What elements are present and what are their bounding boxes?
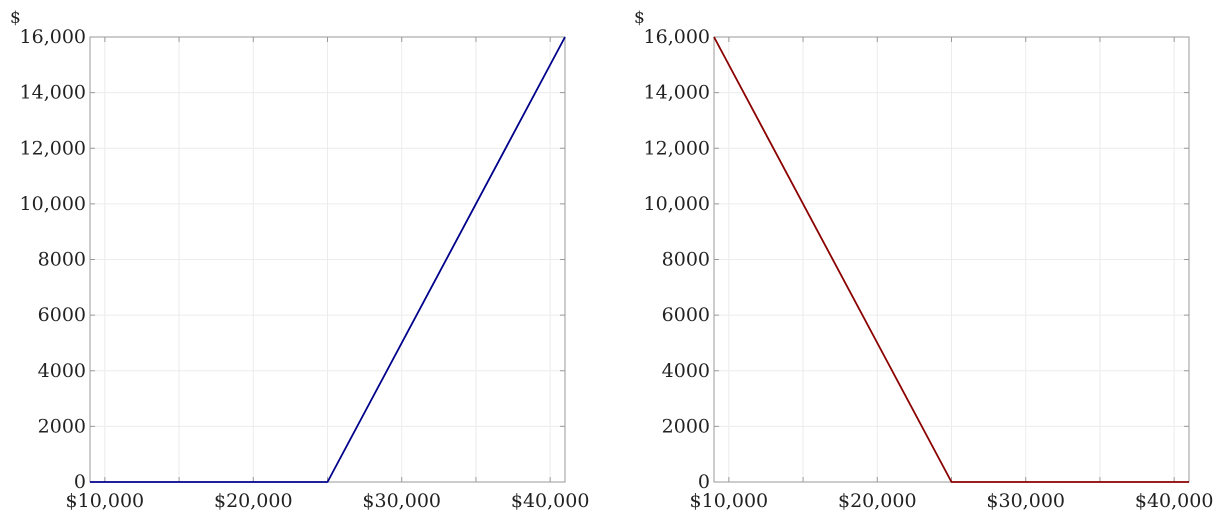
y-tick-label: 10,000: [20, 193, 86, 215]
y-tick-label: 16,000: [20, 26, 86, 48]
x-tick-label: $20,000: [838, 490, 917, 510]
x-tick-label: $30,000: [986, 490, 1065, 510]
y-tick-label: 6000: [662, 304, 710, 326]
y-tick-label: 12,000: [644, 137, 710, 159]
chart-panel-2: $10,000 $20,000 $30,000 $40,000 0 2000 4000 600…: [634, 8, 1213, 510]
y-tick-label: 14,000: [644, 82, 710, 104]
y-tick-label: 0: [698, 471, 710, 493]
x-tick-label: $30,000: [362, 490, 441, 510]
y-tick-label: 8000: [38, 249, 86, 271]
y-tick-label: 14,000: [20, 82, 86, 104]
y-tick-label: 4000: [38, 360, 86, 382]
y-tick-label: 12,000: [20, 137, 86, 159]
x-tick-label: $10,000: [690, 490, 769, 510]
y-axis-unit-label: $: [634, 8, 645, 28]
x-tick-label: $10,000: [66, 490, 145, 510]
y-tick-label: 10,000: [644, 193, 710, 215]
y-axis-unit-label: $: [10, 8, 21, 28]
y-tick-label: 4000: [662, 360, 710, 382]
x-tick-label: $40,000: [1135, 490, 1214, 510]
y-tick-label: 2000: [38, 415, 86, 437]
y-tick-label: 2000: [662, 415, 710, 437]
chart-panel-1: $10,000 $20,000 $30,000 $40,000 0 2000 4000 600…: [10, 8, 589, 510]
y-tick-label: 16,000: [644, 26, 710, 48]
x-tick-label: $20,000: [214, 490, 293, 510]
x-tick-label: $40,000: [511, 490, 590, 510]
y-tick-label: 6000: [38, 304, 86, 326]
y-tick-label: 8000: [662, 249, 710, 271]
y-tick-label: 0: [74, 471, 86, 493]
